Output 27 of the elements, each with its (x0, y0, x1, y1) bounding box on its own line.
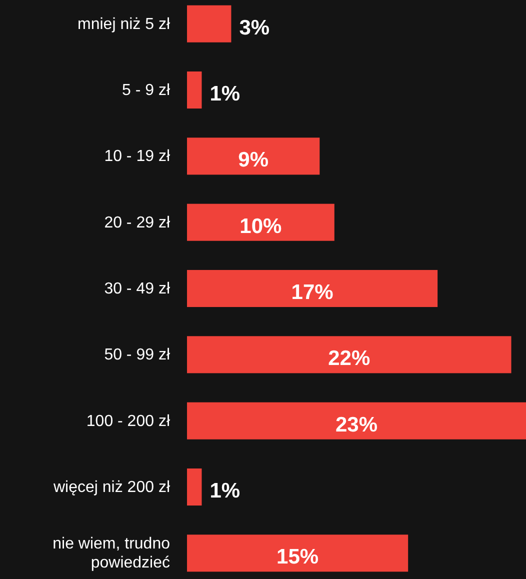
y-tick-label: nie wiem, trudno powiedzieć (52, 535, 170, 572)
y-tick-label: mniej niż 5 zł (78, 15, 170, 32)
bar (187, 71, 202, 109)
bar (187, 138, 320, 175)
data-label: 10% (240, 214, 282, 238)
y-tick-label: więcej niż 200 zł (52, 478, 170, 496)
y-tick-label: 50 - 99 zł (104, 346, 170, 364)
bar (187, 204, 334, 241)
data-label: 3% (239, 16, 270, 40)
y-tick-label: 30 - 49 zł (104, 280, 170, 297)
data-label: 17% (291, 281, 334, 304)
data-label: 22% (328, 347, 370, 370)
data-label: 1% (210, 82, 240, 106)
bar (187, 534, 408, 572)
data-label: 1% (210, 480, 240, 502)
bar (187, 270, 438, 308)
bar (187, 5, 232, 42)
y-tick-label: 5 - 9 zł (122, 82, 170, 98)
y-tick-label: 100 - 200 zł (86, 412, 170, 430)
y-tick-label: 10 - 19 zł (104, 148, 170, 165)
bar (187, 336, 512, 374)
y-tick-label: 20 - 29 zł (104, 214, 170, 231)
data-label: 9% (238, 148, 269, 172)
bar (187, 402, 526, 440)
data-label: 23% (335, 413, 378, 436)
bar (187, 468, 202, 506)
data-label: 15% (276, 546, 319, 569)
